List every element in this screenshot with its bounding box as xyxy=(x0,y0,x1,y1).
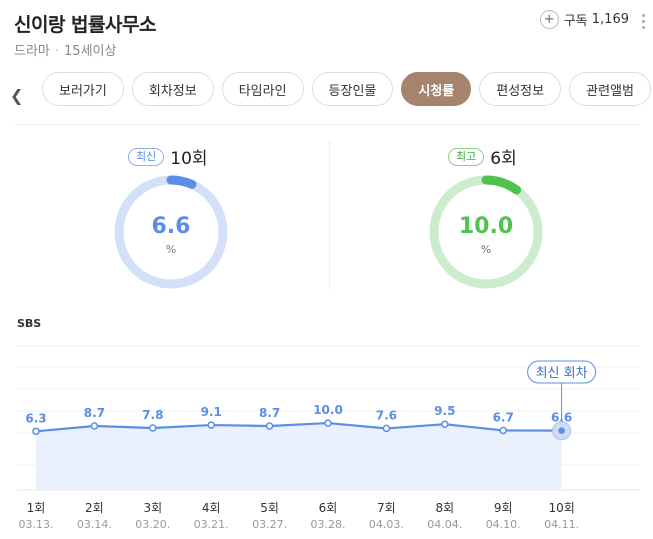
latest-callout-label: 최신 회차 xyxy=(536,366,588,381)
data-label: 8.7 xyxy=(84,406,105,420)
latest-badge: 최신 xyxy=(128,147,165,166)
x-tick-date: 03.20. xyxy=(135,518,170,531)
plus-icon: + xyxy=(539,10,559,29)
best-rating-value: 10.0 xyxy=(458,214,514,239)
best-badge: 최고 xyxy=(448,147,485,166)
stat-divider xyxy=(329,140,330,290)
data-label: 6.6 xyxy=(551,411,572,425)
subscribe-button[interactable]: + 구독 1,169 xyxy=(539,10,629,29)
data-point[interactable] xyxy=(32,427,40,436)
best-stat-header: 최고 6회 xyxy=(448,144,517,169)
x-tick-episode: 3회 xyxy=(143,501,162,515)
data-label: 6.7 xyxy=(493,410,514,424)
x-tick-date: 03.28. xyxy=(311,518,346,531)
latest-ring-arc xyxy=(166,175,197,189)
best-ring-arc xyxy=(481,175,522,195)
x-tick-date: 04.03. xyxy=(369,518,404,531)
more-options-icon[interactable] xyxy=(642,14,645,32)
series-line xyxy=(35,421,562,433)
broadcaster-label: SBS xyxy=(17,317,42,330)
data-label: 8.7 xyxy=(259,406,280,420)
age-rating: 15세이상 xyxy=(64,44,117,59)
data-label: 7.6 xyxy=(376,408,397,422)
subscribe-label: 구독 xyxy=(563,14,588,29)
data-point[interactable] xyxy=(265,422,274,430)
data-label: 7.8 xyxy=(142,408,163,422)
tab-item[interactable]: 관련앨범 xyxy=(569,72,651,106)
program-meta: 드라마 · 15세이상 xyxy=(14,40,116,59)
latest-episode: 10회 xyxy=(170,149,208,169)
data-point[interactable] xyxy=(382,424,391,433)
data-label: 6.3 xyxy=(25,411,46,425)
data-point[interactable] xyxy=(207,421,215,429)
latest-rating-value: 6.6 xyxy=(151,214,191,239)
data-label: 9.1 xyxy=(201,405,222,419)
latest-callout-box xyxy=(527,360,597,384)
data-point[interactable] xyxy=(90,422,99,430)
x-tick-date: 03.21. xyxy=(194,518,229,531)
x-tick-episode: 2회 xyxy=(85,501,104,515)
x-tick-date: 04.04. xyxy=(427,518,462,531)
latest-stat-header: 최신 10회 xyxy=(128,144,208,169)
divider xyxy=(14,124,639,125)
best-episode: 6회 xyxy=(490,149,517,169)
data-point[interactable] xyxy=(324,419,332,427)
x-tick-episode: 9회 xyxy=(494,501,513,515)
x-tick-date: 04.11. xyxy=(544,518,579,531)
data-label: 10.0 xyxy=(313,403,343,417)
x-tick-episode: 1회 xyxy=(27,501,46,515)
data-point[interactable] xyxy=(558,427,565,434)
latest-rating-ring xyxy=(114,175,228,289)
subscribe-count: 1,169 xyxy=(591,12,629,27)
genre-label[interactable]: 드라마 xyxy=(14,44,50,59)
x-tick-date: 03.13. xyxy=(19,518,54,531)
rating-line-chart: 최신 회차 6.3 1회 03.13. 8.7 2회 03.14. 7.8 3회 03.20. 9.… xyxy=(17,345,640,531)
x-tick-date: 03.27. xyxy=(252,518,287,531)
tab-item[interactable]: 등장인물 xyxy=(311,72,394,106)
best-rating-unit: % xyxy=(480,243,492,256)
data-point[interactable] xyxy=(149,424,157,432)
tab-bar: 보러가기 회차정보 타임라인 등장인물 시청률 편성정보 관련앨범 xyxy=(42,72,651,106)
data-point[interactable] xyxy=(441,420,449,428)
tab-item[interactable]: 시청률 xyxy=(401,72,472,106)
x-tick-episode: 7회 xyxy=(377,501,396,515)
data-label: 9.5 xyxy=(434,404,455,418)
tab-item[interactable]: 타임라인 xyxy=(221,72,304,106)
meta-dot: · xyxy=(54,44,60,59)
best-rating-ring xyxy=(429,175,543,289)
tab-item[interactable]: 보러가기 xyxy=(42,72,124,106)
data-point[interactable] xyxy=(499,426,507,435)
x-tick-episode: 8회 xyxy=(435,501,454,515)
x-tick-date: 04.10. xyxy=(486,518,521,531)
latest-rating-unit: % xyxy=(165,243,177,256)
x-tick-date: 03.14. xyxy=(77,518,112,531)
chevron-left-icon[interactable]: ❮ xyxy=(10,86,24,105)
x-tick-episode: 4회 xyxy=(202,501,221,515)
program-title: 신이랑 법률사무소 xyxy=(14,14,156,36)
tab-item[interactable]: 회차정보 xyxy=(131,72,214,106)
x-tick-episode: 5회 xyxy=(260,501,279,515)
series-area xyxy=(36,423,562,490)
x-tick-episode: 10회 xyxy=(548,501,574,515)
tab-item[interactable]: 편성정보 xyxy=(479,72,562,106)
x-tick-episode: 6회 xyxy=(319,501,338,515)
